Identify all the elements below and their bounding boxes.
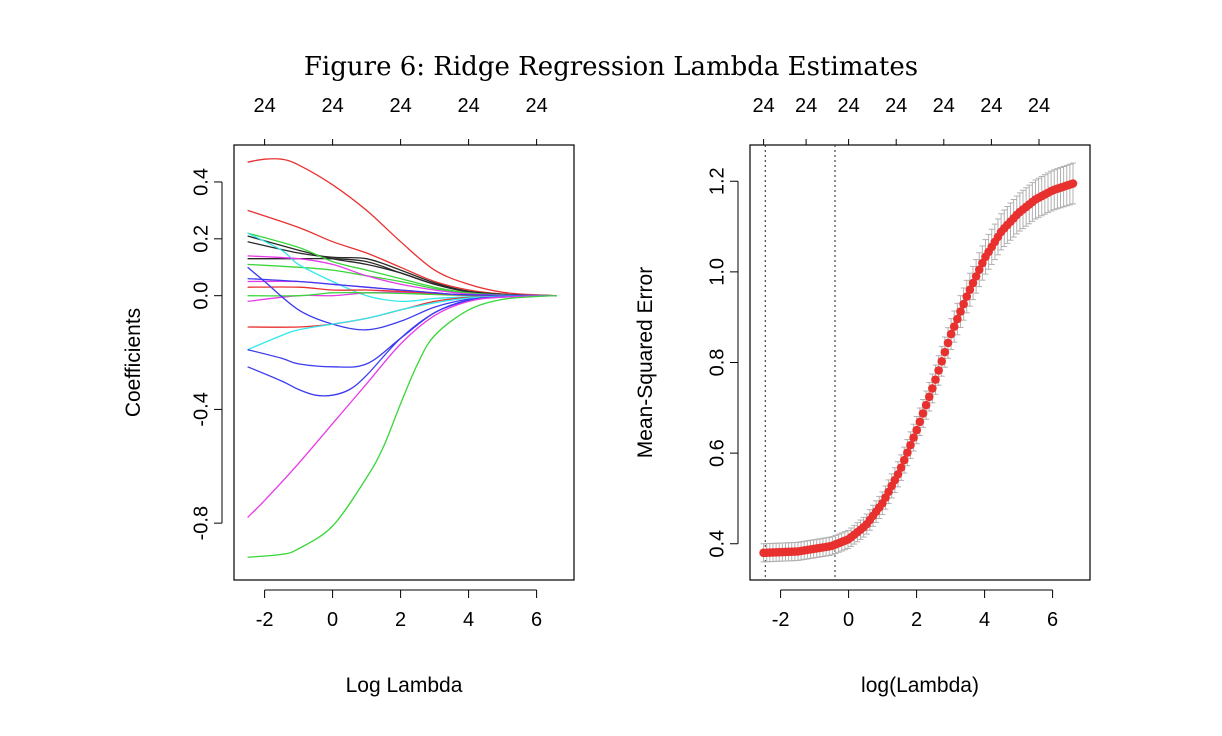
mse-point	[899, 455, 909, 465]
top-tick-label: 24	[457, 95, 479, 117]
top-tick-label: 24	[933, 95, 955, 117]
mse-point	[962, 292, 972, 301]
x-axis-title: log(Lambda)	[861, 674, 979, 697]
cv-mse-plot: -2 0 2 4 6log(Lambda)0.40.60.81.01.2Mean-Squ…	[634, 95, 1091, 697]
x-tick-label: 2	[911, 609, 922, 631]
mse-point	[949, 322, 959, 331]
mse-point	[928, 384, 937, 393]
mse-point	[959, 299, 968, 309]
y-tick-label: 0.2	[190, 225, 212, 253]
coefficient-path	[247, 295, 558, 351]
top-tick-label: 24	[795, 95, 817, 117]
top-tick-label: 24	[321, 95, 343, 117]
x-axis-title: Log Lambda	[346, 674, 463, 697]
y-tick-label: 0.6	[706, 439, 728, 467]
mse-point	[924, 392, 934, 402]
mse-point	[974, 265, 984, 275]
y-tick-label: -0.4	[190, 392, 212, 426]
top-tick-label: 24	[253, 95, 275, 117]
y-tick-label: -0.8	[190, 506, 212, 540]
top-tick-label: 24	[837, 95, 859, 117]
y-axis-title: Mean-Squared Error	[634, 267, 657, 458]
mse-point	[953, 314, 962, 324]
mse-point	[931, 375, 940, 384]
y-tick-label: 0.4	[706, 530, 728, 558]
coefficient-path	[247, 295, 558, 397]
mse-point	[909, 433, 918, 442]
mse-point	[956, 307, 965, 316]
mse-point	[893, 469, 903, 479]
mse-point	[903, 448, 912, 457]
mse-point	[937, 356, 947, 366]
top-tick-label: 24	[752, 95, 774, 117]
y-tick-label: 1.2	[706, 167, 728, 195]
mse-point	[918, 409, 928, 418]
y-tick-label: 0.4	[190, 168, 212, 196]
y-tick-label: 0.0	[190, 282, 212, 310]
top-tick-label: 24	[1028, 95, 1050, 117]
x-tick-label: 6	[1047, 609, 1058, 631]
mse-point	[971, 272, 981, 281]
y-tick-label: 1.0	[706, 258, 728, 286]
mse-point	[934, 366, 943, 375]
mse-point	[946, 329, 956, 339]
y-axis-title: Coefficients	[122, 308, 145, 417]
coefficient-path	[247, 295, 558, 558]
x-tick-label: 6	[531, 609, 542, 631]
plot-frame	[233, 144, 575, 581]
mse-point	[915, 417, 925, 427]
x-tick-label: 4	[979, 609, 990, 631]
x-tick-label: 0	[843, 609, 854, 631]
x-tick-label: 0	[327, 609, 338, 631]
top-tick-label: 24	[980, 95, 1002, 117]
mse-point	[968, 278, 978, 288]
y-tick-label: 0.8	[706, 349, 728, 377]
coefficient-path	[247, 277, 558, 297]
figure-title: Figure 6: Ridge Regression Lambda Estima…	[303, 52, 919, 82]
mse-point	[965, 285, 975, 294]
x-tick-label: 4	[463, 609, 474, 631]
coefficient-path	[247, 158, 558, 297]
x-tick-label: -2	[772, 609, 790, 631]
mse-point	[1068, 179, 1078, 188]
coefficient-path	[247, 209, 558, 297]
x-tick-label: 2	[395, 609, 406, 631]
x-tick-label: -2	[256, 609, 274, 631]
mse-point	[921, 400, 931, 410]
coefficient-path	[247, 295, 558, 328]
top-tick-label: 24	[389, 95, 411, 117]
mse-point	[896, 463, 906, 472]
mse-point	[940, 347, 950, 357]
top-tick-label: 24	[885, 95, 907, 117]
mse-point	[943, 338, 953, 348]
top-tick-label: 24	[525, 95, 547, 117]
coefficient-path	[247, 295, 558, 518]
mse-point	[906, 440, 915, 450]
mse-point	[912, 425, 922, 435]
